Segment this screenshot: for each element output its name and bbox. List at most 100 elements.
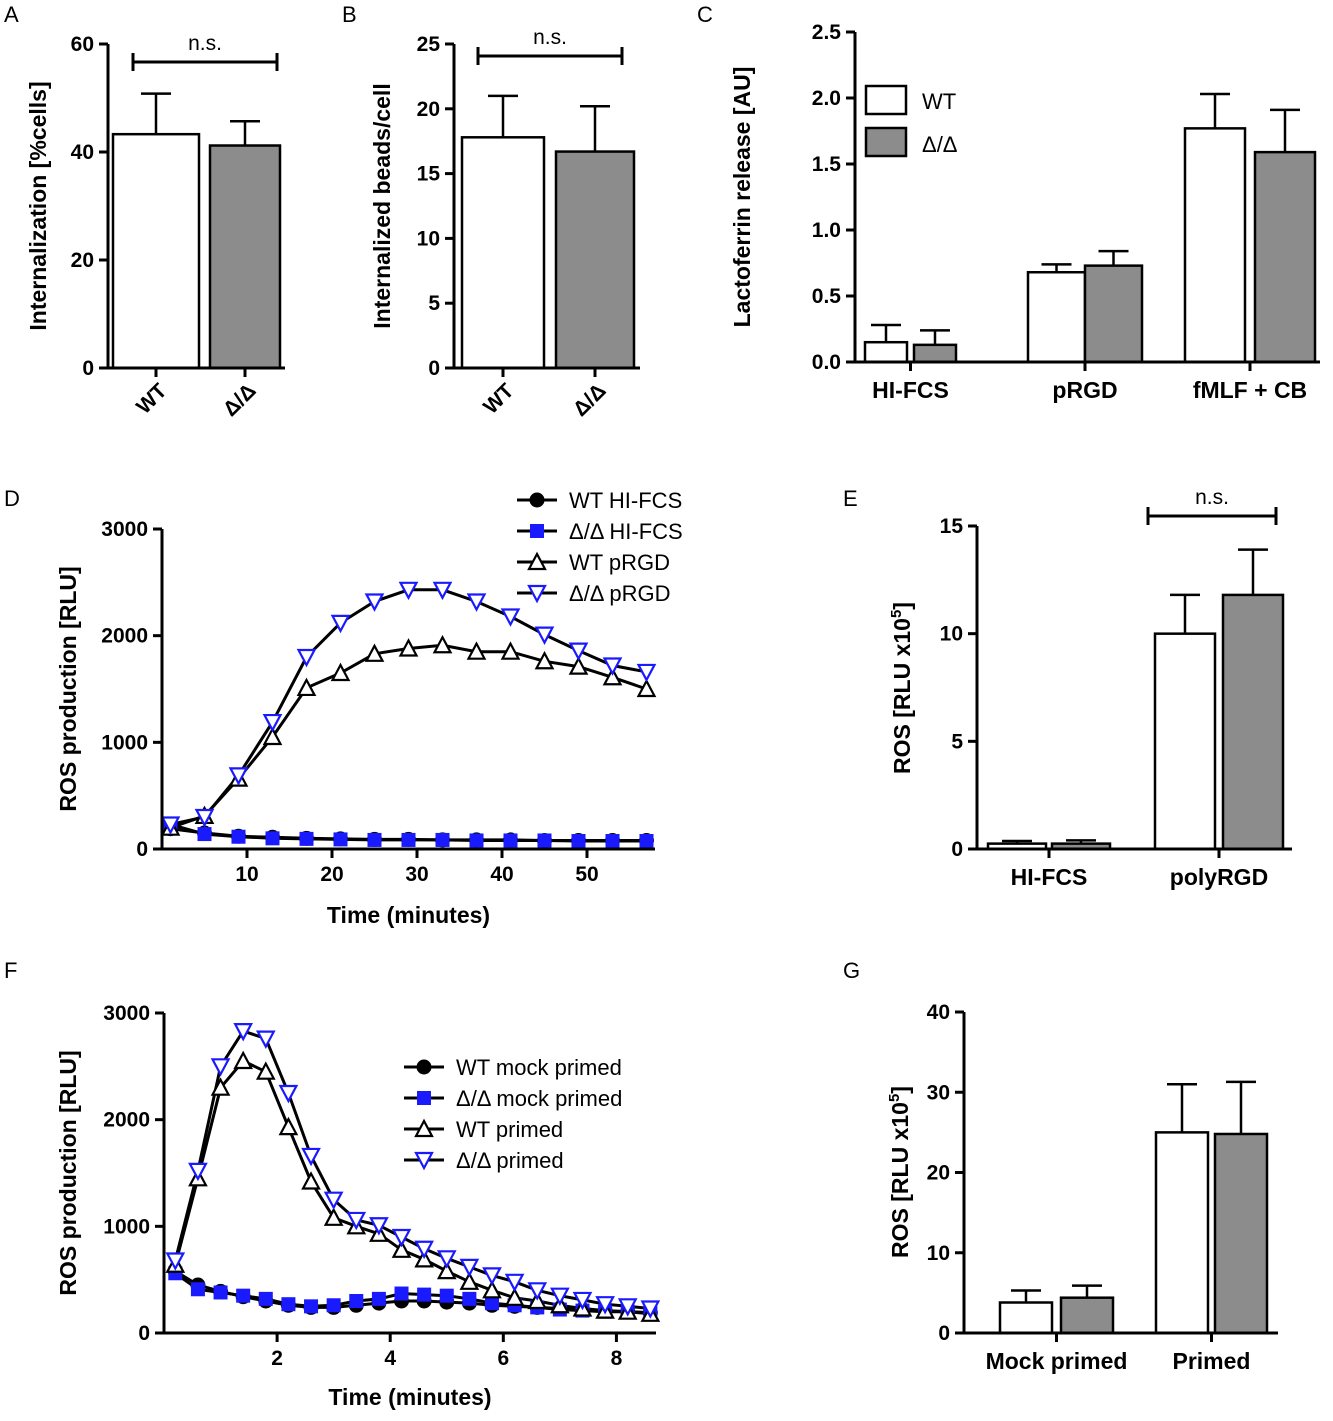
panel-d-xtick-label: 40	[490, 863, 513, 886]
panel-label-A: A	[4, 2, 19, 27]
panel-d-point-wt-stim	[500, 641, 521, 660]
panel-d-point-wt-stim	[364, 643, 385, 662]
panel-d-point-mut-ctrl	[503, 833, 518, 848]
panel-f-point-mut-ctrl	[417, 1287, 432, 1302]
panel-c-y-label: Lactoferrin release [AU]	[729, 67, 755, 328]
panel-f-point-wt-stim	[323, 1207, 344, 1226]
panel-e-xtick-label: HI-FCS	[1011, 864, 1088, 890]
panel-d-legend-point-wt-stim	[527, 551, 547, 571]
panel-d-point-mut-stim	[262, 713, 283, 733]
panel-b-ytick-label: 0	[428, 357, 440, 380]
panel-f-point-mut-stim	[188, 1162, 208, 1182]
panel-d-point-wt-stim	[534, 650, 555, 670]
panel-f-point-mut-stim	[323, 1191, 344, 1211]
panel-g-bar-wt	[1154, 1131, 1210, 1335]
panel-f-legend-label-3: Δ/Δ primed	[456, 1148, 564, 1173]
panel-e-ytick-label: 15	[940, 515, 964, 538]
panel-a-bar-wt	[111, 132, 201, 370]
panel-f-series-line-2	[173, 1059, 651, 1316]
panel-f-point-mut-stim	[369, 1217, 389, 1236]
panel-f-point-mut-stim	[414, 1240, 434, 1260]
panel-c-legend-label-wt: WT	[922, 89, 956, 114]
panel-d-point-mut-stim	[160, 816, 181, 835]
panel-e-bar-wt	[1153, 632, 1217, 851]
panel-f-point-wt-stim	[482, 1279, 502, 1299]
panel-f-point-mut-stim	[436, 1250, 457, 1269]
panel-f-point-mut-stim	[233, 1023, 254, 1042]
panel-b-ytick-label: 5	[428, 292, 440, 315]
panel-f-point-wt-stim	[255, 1061, 276, 1080]
panel-d-point-mut-stim	[330, 614, 351, 634]
panel-d-xtick-label: 20	[320, 863, 343, 886]
panel-d-point-mut-ctrl	[435, 832, 450, 847]
panel-f-point-wt-stim	[459, 1271, 480, 1290]
panel-d-y-label: ROS production [RLU]	[55, 566, 81, 811]
panel-f-point-mut-ctrl	[439, 1288, 454, 1303]
panel-d-ytick-label: 2000	[101, 625, 148, 648]
panel-f-legend-point-mut-stim	[414, 1151, 434, 1171]
panel-f-point-mut-stim	[504, 1273, 525, 1293]
panel-g-ytick-label: 30	[927, 1081, 950, 1104]
panel-e-y-label: ROS [RLU x105]	[888, 602, 915, 774]
panel-f-series-line-3	[173, 1029, 651, 1310]
panel-d-legend-label-2: WT pRGD	[569, 550, 670, 575]
panel-f-point-mut-ctrl	[190, 1282, 205, 1297]
panel-g-ytick-label: 0	[938, 1322, 950, 1345]
panel-f-point-mut-stim	[301, 1147, 321, 1167]
panel-f-point-wt-stim	[504, 1287, 525, 1306]
panel-d-point-mut-stim	[636, 663, 657, 683]
panel-f-xtick-label: 8	[611, 1347, 623, 1370]
panel-f-point-mut-stim	[391, 1228, 412, 1248]
panel-e-ns-label: n.s.	[1195, 486, 1229, 509]
panel-f-xtick-label: 6	[497, 1347, 509, 1370]
panel-c-ytick-label: 1.5	[812, 153, 842, 176]
panel-f-point-wt-stim	[301, 1171, 321, 1190]
panel-f-point-mut-stim	[550, 1287, 570, 1307]
panel-d-legend-point-mut-ctrl	[530, 524, 544, 538]
panel-label-E: E	[843, 486, 858, 511]
panel-b-ytick-label: 15	[417, 163, 441, 186]
panel-f-ytick-label: 2000	[103, 1109, 150, 1132]
panel-b-ytick-label: 25	[417, 33, 441, 56]
panel-c-legend-swatch-mut	[864, 126, 908, 158]
panel-d-point-mut-ctrl	[605, 834, 620, 848]
panel-f-point-mut-ctrl	[213, 1285, 228, 1300]
panel-d-point-wt-stim	[466, 641, 487, 660]
panel-f-xtick-label: 2	[271, 1347, 283, 1370]
panel-f-series-line-1	[174, 1272, 651, 1315]
panel-d-point-wt-stim	[330, 662, 351, 682]
panel-e-ytick-label: 5	[951, 730, 963, 753]
panel-f-point-mut-ctrl	[394, 1286, 409, 1301]
panel-f-point-wt-stim	[210, 1077, 231, 1096]
panel-d-point-mut-stim	[364, 593, 385, 612]
panel-a-ytick-label: 0	[82, 357, 94, 380]
panel-f-legend-label-2: WT primed	[456, 1117, 563, 1142]
panel-f-point-mut-stim	[165, 1252, 186, 1271]
panel-label-D: D	[4, 486, 20, 511]
panel-d-point-wt-stim	[262, 726, 283, 746]
panel-d-xtick-label: 30	[405, 863, 428, 886]
panel-f-point-mut-stim	[527, 1282, 548, 1301]
panel-c-bar-mut	[1083, 264, 1144, 364]
panel-f-point-mut-ctrl	[371, 1291, 386, 1306]
panel-g-y-label: ROS [RLU x105]	[886, 1086, 913, 1258]
panel-d-legend-point-wt-ctrl	[529, 492, 545, 508]
panel-c-ytick-label: 2.0	[812, 87, 841, 110]
panel-d-point-wt-stim	[602, 666, 623, 686]
panel-f-x-label: Time (minutes)	[328, 1384, 491, 1410]
panel-d-point-mut-ctrl	[197, 827, 212, 842]
panel-b-bar-mut	[554, 150, 636, 370]
panel-c-ytick-label: 0.0	[812, 351, 841, 374]
panel-b-xtick-label: Δ/Δ	[569, 379, 611, 421]
panel-d-xtick-label: 10	[235, 863, 258, 886]
panel-e-ytick-label: 10	[940, 623, 963, 646]
panel-a-xtick-label: Δ/Δ	[219, 379, 261, 421]
panel-b-ytick-label: 20	[417, 98, 440, 121]
panel-b-ns-label: n.s.	[533, 26, 567, 49]
panel-g-ytick-label: 10	[927, 1242, 950, 1265]
panel-label-B: B	[342, 2, 357, 27]
panel-g-ytick-label: 20	[927, 1162, 950, 1185]
panel-f-xtick-label: 4	[384, 1347, 396, 1370]
panel-c-bar-mut	[1253, 150, 1317, 364]
